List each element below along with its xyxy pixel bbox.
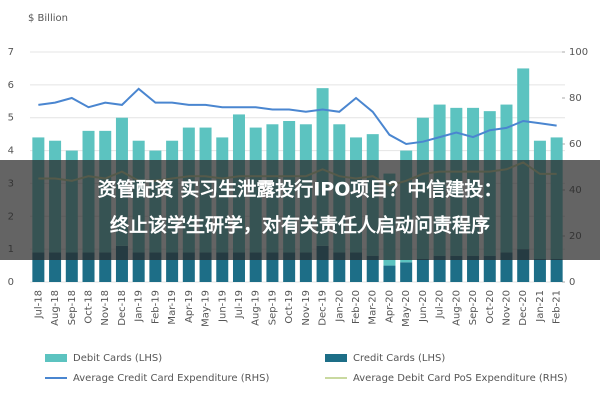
x-tick-label: Feb-21 [552,290,563,324]
bar [533,259,546,282]
x-tick-label: Dec-19 [318,290,329,326]
x-tick-label: Mar-20 [368,290,379,325]
x-tick-label: May-19 [201,290,212,327]
y2-tick-label: 0 [569,277,575,288]
x-tick-label: Jan-20 [334,290,345,323]
bar [416,259,429,282]
bar [366,255,379,282]
x-tick-label: Sep-18 [67,290,78,325]
bar [550,259,563,282]
y2-tick-label: 60 [569,139,582,150]
overlay-band [0,160,600,260]
x-tick-label: Oct-19 [284,290,295,324]
y2-tick-label: 100 [569,47,588,58]
legend-label: Average Debit Card PoS Expenditure (RHS) [353,373,568,384]
x-tick-label: Jun-20 [418,290,429,323]
x-tick-label: Jan-21 [535,290,546,323]
x-tick-label: Aug-20 [451,290,462,326]
bar [450,255,463,282]
x-tick-label: Jun-19 [217,290,228,323]
bar [383,265,396,282]
x-tick-label: Apr-20 [384,290,395,323]
legend-label: Average Credit Card Expenditure (RHS) [73,373,269,384]
x-tick-label: Feb-19 [150,290,161,324]
legend-swatch [325,354,347,362]
y-tick-label: 0 [8,277,14,288]
x-tick-label: Nov-20 [501,290,512,326]
line [38,87,557,146]
x-tick-label: Oct-20 [485,290,496,324]
x-tick-label: Jan-19 [134,290,145,323]
overlay-text: 终止该学生研学，对有关责任人启动问责程序 [110,214,490,237]
x-tick-label: Aug-19 [251,290,262,326]
bar [400,262,413,282]
bar [467,255,480,282]
x-tick-label: Nov-18 [100,290,111,326]
legend-swatch [45,354,67,362]
x-tick-label: Aug-18 [50,290,61,326]
bar [433,255,446,282]
y2-tick-label: 80 [569,93,582,104]
x-tick-label: May-20 [401,290,412,327]
y-unit-label: $ Billion [28,13,68,24]
y-tick-label: 4 [8,146,14,157]
overlay-text: 资管配资 实习生泄露投行IPO项目？中信建投： [98,178,503,201]
x-tick-label: Apr-19 [184,290,195,323]
x-tick-label: Sep-19 [267,290,278,325]
x-tick-label: Dec-18 [117,290,128,326]
legend-label: Debit Cards (LHS) [73,353,162,364]
x-tick-label: Feb-20 [351,290,362,324]
y-tick-label: 7 [8,47,14,58]
x-tick-label: Mar-19 [167,290,178,325]
x-tick-label: Jul-18 [33,290,44,319]
x-tick-label: Jul-19 [234,290,245,319]
y-tick-label: 6 [8,80,14,91]
x-tick-label: Jul-20 [435,290,446,319]
x-tick-label: Sep-20 [468,290,479,325]
x-tick-label: Dec-20 [518,290,529,326]
x-tick-label: Nov-19 [301,290,312,326]
y-tick-label: 5 [8,113,14,124]
legend-label: Credit Cards (LHS) [353,353,445,364]
bar [483,255,496,282]
x-tick-label: Oct-18 [84,290,95,324]
